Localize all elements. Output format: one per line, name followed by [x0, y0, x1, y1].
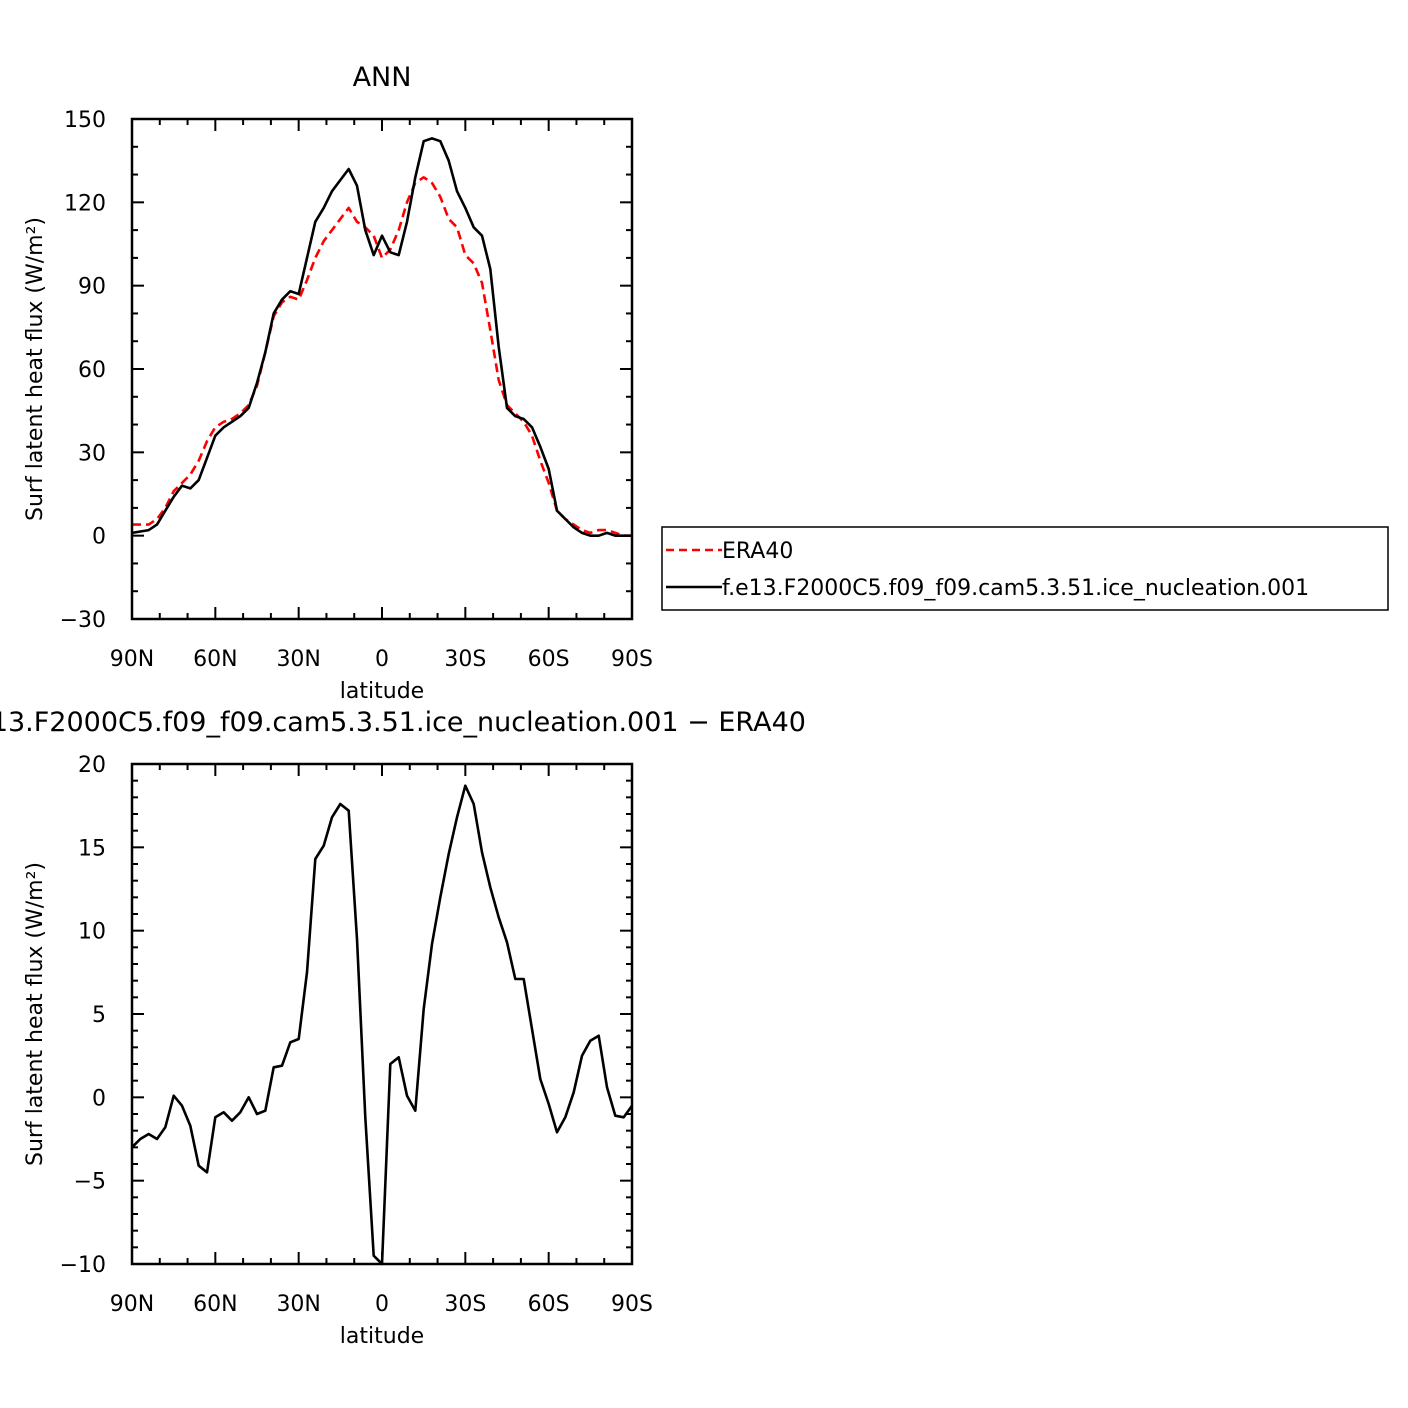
- legend-box: [661, 526, 1389, 611]
- top-x-tick-label: 30S: [444, 647, 486, 672]
- bottom-y-tick-label: 20: [78, 753, 106, 778]
- bottom-x-tick-label: 30S: [444, 1292, 486, 1317]
- top-series-group: [131, 137, 632, 538]
- top-panel: ANN 90N 60N 30N 0 30S 60S 90S−300306090120150 …: [23, 62, 653, 704]
- bottom-x-tick-label: 90N: [110, 1292, 154, 1317]
- top-x-tick-label: 90S: [611, 647, 653, 672]
- top-x-tick-label: 0: [375, 647, 389, 672]
- bottom-x-tick-label: 60S: [528, 1292, 570, 1317]
- top-x-axis-title: latitude: [340, 679, 424, 704]
- top-plot-frame: [130, 117, 634, 621]
- top-y-tick-label: 120: [64, 191, 106, 216]
- top-axis-ticks: [131, 118, 633, 620]
- bottom-y-tick-label: 0: [92, 1086, 106, 1111]
- top-y-tick-label: 90: [78, 275, 106, 300]
- legend-label-model: f.e13.F2000C5.f09_f09.cam5.3.51.ice_nucl…: [722, 576, 1309, 601]
- top-chart-title: ANN: [353, 62, 412, 93]
- bottom-series-group: [131, 784, 634, 1266]
- bottom-y-tick-label: 15: [78, 836, 106, 861]
- bottom-x-tick-label: 0: [375, 1292, 389, 1317]
- bottom-x-axis-title: latitude: [340, 1324, 424, 1349]
- top-x-tick-label: 30N: [276, 647, 320, 672]
- top-y-tick-label: 60: [78, 358, 106, 383]
- bottom-series-line-0: [131, 784, 634, 1266]
- bottom-y-tick-label: 10: [78, 920, 106, 945]
- top-y-tick-label: −30: [60, 608, 106, 633]
- bottom-axis-ticks: [131, 763, 633, 1265]
- bottom-tick-labels: 90N 60N 30N 0 30S 60S 90S −10 −5 0 5 10 15 20: [60, 753, 653, 1317]
- top-x-tick-label: 60N: [193, 647, 237, 672]
- top-y-tick-label: 30: [78, 441, 106, 466]
- top-y-tick-label: 150: [64, 108, 106, 133]
- top-y-axis-title: Surf latent heat flux (W/m²): [23, 217, 48, 521]
- bottom-y-tick-label: −10: [60, 1253, 106, 1278]
- bottom-chart-title: f.e13.F2000C5.f09_f09.cam5.3.51.ice_nucl…: [0, 707, 806, 738]
- legend-label-era40: ERA40: [722, 539, 793, 564]
- top-tick-labels: 90N 60N 30N 0 30S 60S 90S −30 0 30 60 90 120 150: [60, 108, 653, 672]
- legend: ERA40 f.e13.F2000C5.f09_f09.cam5.3.51.ic…: [661, 526, 1389, 611]
- top-series-line-0: [132, 176, 632, 538]
- bottom-y-tick-label: −5: [74, 1170, 106, 1195]
- bottom-plot-frame: [130, 762, 634, 1266]
- bottom-y-tick-label: 5: [92, 1003, 106, 1028]
- top-x-tick-label: 60S: [528, 647, 570, 672]
- bottom-panel: f.e13.F2000C5.f09_f09.cam5.3.51.ice_nucl…: [0, 707, 806, 1349]
- top-x-tick-label: 90N: [110, 647, 154, 672]
- top-series-line-1: [131, 137, 632, 538]
- top-y-tick-label: 0: [92, 525, 106, 550]
- bottom-x-tick-label: 60N: [193, 1292, 237, 1317]
- bottom-x-tick-label: 30N: [276, 1292, 320, 1317]
- bottom-y-axis-title: Surf latent heat flux (W/m²): [23, 862, 48, 1166]
- bottom-x-tick-label: 90S: [611, 1292, 653, 1317]
